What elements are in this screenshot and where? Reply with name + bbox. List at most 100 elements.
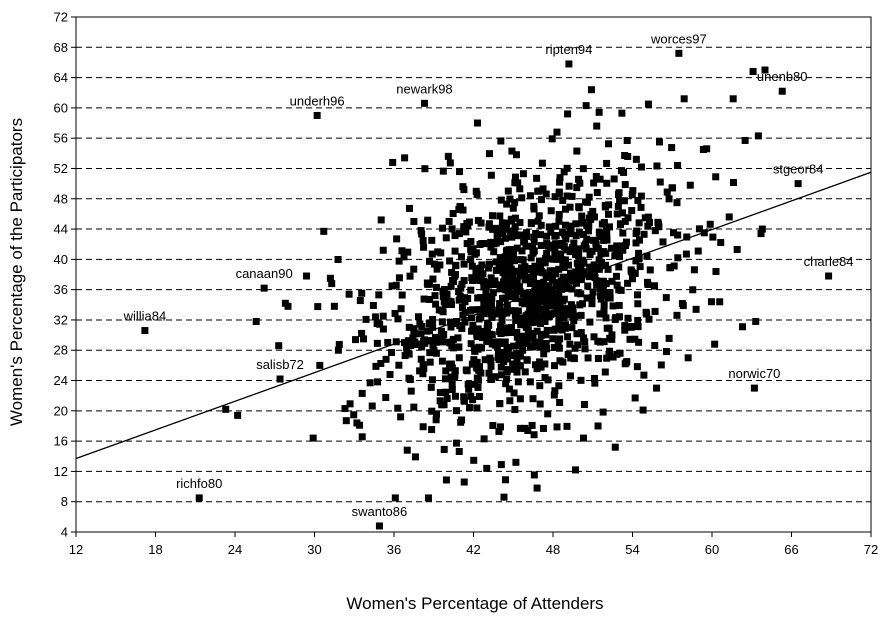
data-point [368, 402, 376, 410]
data-point [474, 383, 482, 391]
data-point [443, 290, 451, 298]
data-point [564, 309, 572, 317]
data-point [521, 269, 529, 277]
data-point [606, 347, 614, 355]
data-point [644, 222, 652, 230]
data-point [495, 427, 503, 435]
data-point [395, 361, 403, 369]
data-point [523, 229, 531, 237]
data-point [503, 366, 511, 374]
data-point [535, 287, 543, 295]
data-point [406, 376, 414, 384]
data-point [448, 380, 456, 388]
data-point [477, 313, 485, 321]
data-point [535, 257, 543, 265]
data-point [439, 293, 447, 301]
data-point [725, 213, 733, 221]
data-point [579, 230, 587, 238]
data-point [528, 421, 536, 429]
data-point [496, 285, 504, 293]
data-point [621, 360, 629, 368]
data-point [580, 334, 588, 342]
data-point [521, 276, 529, 284]
data-point [536, 305, 544, 313]
point-label: swanto86 [352, 504, 408, 519]
data-point [457, 253, 465, 261]
data-point [583, 235, 591, 243]
data-point [573, 330, 581, 338]
data-point [633, 227, 641, 235]
data-point [572, 466, 580, 474]
data-point [643, 252, 651, 260]
data-point [496, 300, 504, 308]
data-point [543, 240, 551, 248]
data-point [543, 232, 551, 240]
data-point [541, 360, 549, 368]
data-point [532, 268, 540, 276]
data-point [568, 304, 576, 312]
data-point [675, 49, 683, 57]
data-point [473, 344, 481, 352]
data-point [356, 421, 364, 429]
data-point [544, 410, 552, 418]
data-point [559, 297, 567, 305]
data-point [690, 266, 698, 274]
data-point [519, 346, 527, 354]
data-point [694, 247, 702, 255]
data-point [591, 264, 599, 272]
data-point [497, 324, 505, 332]
data-point [511, 173, 519, 181]
data-point [497, 363, 505, 371]
data-point [503, 343, 511, 351]
data-point [510, 231, 518, 239]
data-point [615, 313, 623, 321]
data-point [564, 110, 572, 118]
data-point [483, 338, 491, 346]
data-point [552, 279, 560, 287]
data-point [450, 344, 458, 352]
data-point [570, 317, 578, 325]
data-point [456, 322, 464, 330]
data-point [462, 366, 470, 374]
data-point [496, 254, 504, 262]
data-point [499, 310, 507, 318]
data-point [316, 361, 324, 369]
data-point [572, 220, 580, 228]
data-point [426, 295, 434, 303]
data-point [567, 301, 575, 309]
data-point [616, 253, 624, 261]
y-tick-label: 56 [54, 131, 68, 146]
data-point [634, 196, 642, 204]
data-point [518, 247, 526, 255]
data-point [629, 187, 637, 195]
data-point [749, 68, 757, 76]
data-point [531, 305, 539, 313]
data-point [458, 303, 466, 311]
data-point [429, 341, 437, 349]
data-point [662, 294, 670, 302]
data-point [651, 282, 659, 290]
data-point [542, 272, 550, 280]
data-point [506, 195, 514, 203]
data-point [653, 384, 661, 392]
data-point [541, 374, 549, 382]
data-point [568, 285, 576, 293]
data-point [575, 203, 583, 211]
data-point [326, 274, 334, 282]
data-point [455, 230, 463, 238]
x-tick-label: 30 [307, 542, 321, 557]
data-point [594, 422, 602, 430]
data-point [446, 318, 454, 326]
data-point [543, 297, 551, 305]
data-point [656, 178, 664, 186]
data-point [449, 335, 457, 343]
data-point [554, 306, 562, 314]
data-point [487, 274, 495, 282]
data-point [586, 318, 594, 326]
data-point [511, 257, 519, 265]
data-point [547, 228, 555, 236]
data-point [487, 171, 495, 179]
data-point [717, 239, 725, 247]
data-point [356, 297, 364, 305]
data-point [497, 238, 505, 246]
